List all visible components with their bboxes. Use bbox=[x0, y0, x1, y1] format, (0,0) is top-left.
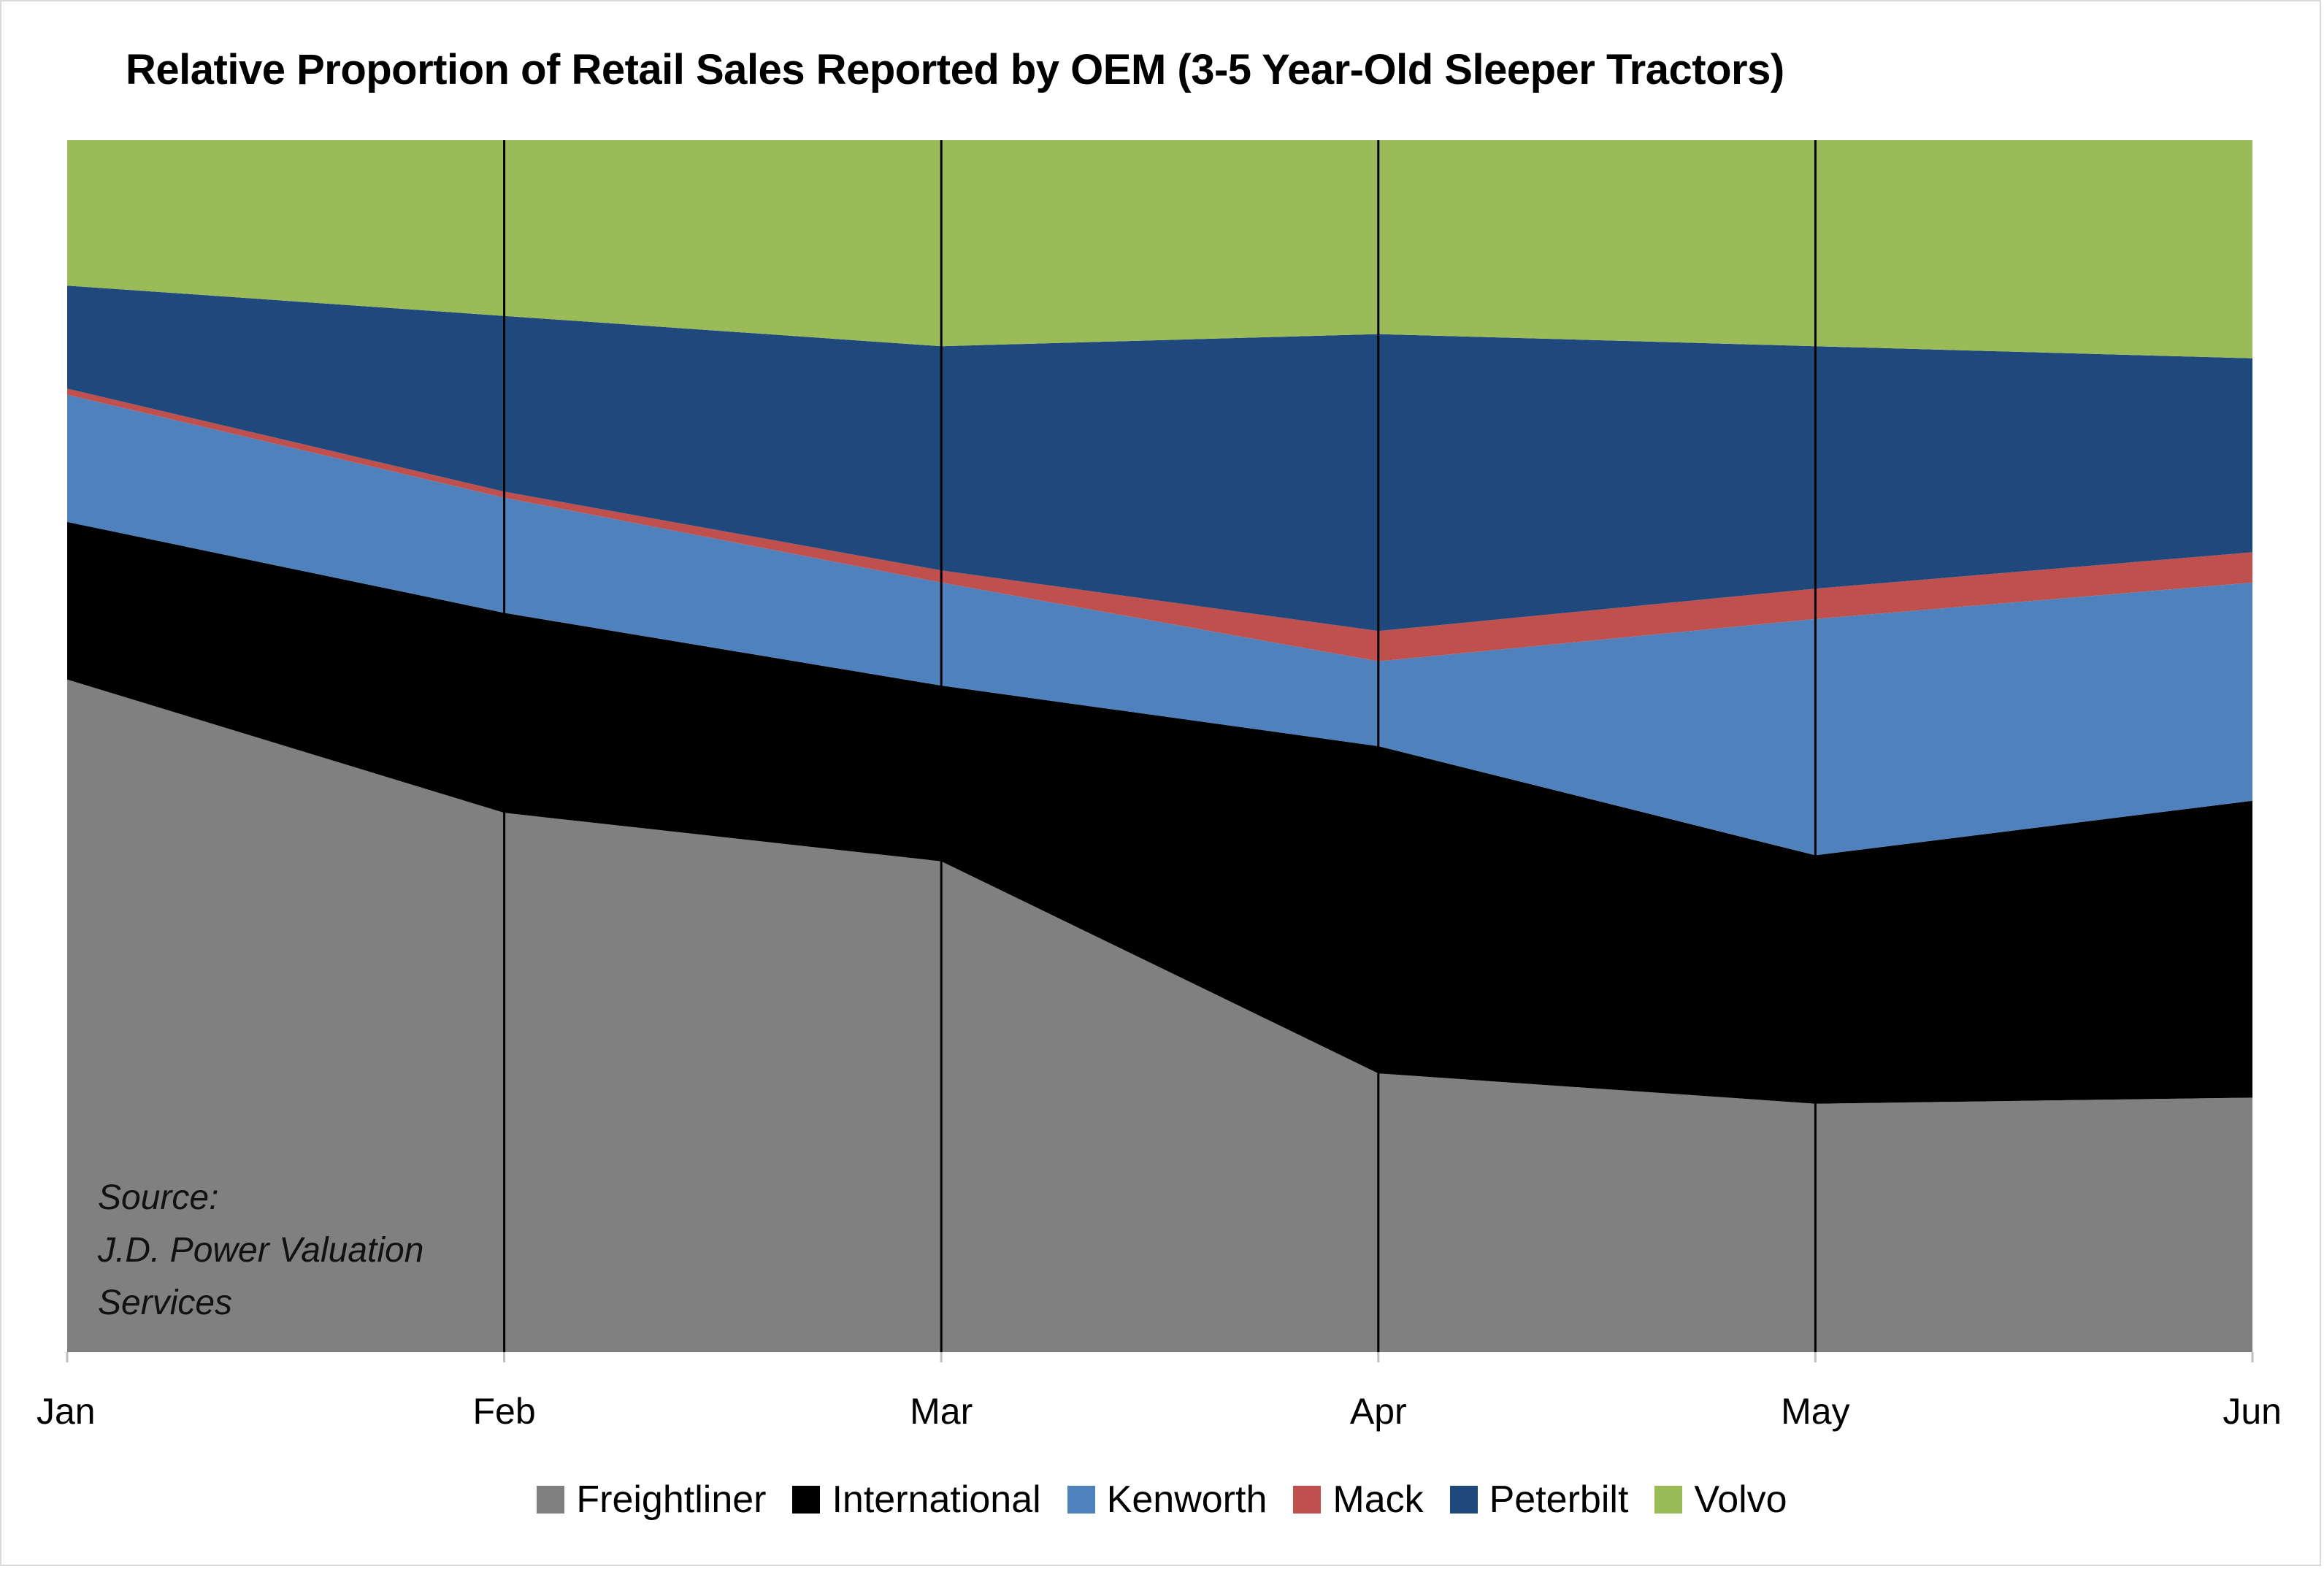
legend-label-freightliner: Freightliner bbox=[576, 1478, 767, 1521]
legend-item-peterbilt: Peterbilt bbox=[1449, 1478, 1629, 1522]
x-tick-label-jun: Jun bbox=[2223, 1391, 2282, 1432]
legend-swatch-peterbilt bbox=[1449, 1486, 1478, 1514]
area-chart: Jan Feb Mar Apr May Jun bbox=[37, 140, 2282, 1432]
legend-swatch-international bbox=[792, 1486, 821, 1514]
legend-label-international: International bbox=[832, 1478, 1041, 1521]
x-tick-label-may: May bbox=[1781, 1391, 1849, 1432]
x-tick-label-feb: Feb bbox=[473, 1391, 536, 1432]
legend-item-freightliner: Freightliner bbox=[537, 1478, 766, 1522]
legend-swatch-volvo bbox=[1654, 1486, 1683, 1514]
x-tick-label-mar: Mar bbox=[910, 1391, 973, 1432]
legend-swatch-kenworth bbox=[1067, 1486, 1095, 1514]
legend-label-mack: Mack bbox=[1332, 1478, 1424, 1521]
legend-item-international: International bbox=[792, 1478, 1041, 1522]
legend-item-mack: Mack bbox=[1293, 1478, 1424, 1522]
legend-swatch-freightliner bbox=[537, 1486, 565, 1514]
area-international bbox=[67, 521, 2252, 1104]
area-volvo bbox=[67, 140, 2252, 358]
source-note-line-1: Source: bbox=[98, 1178, 219, 1217]
source-note-line-2: J.D. Power Valuation bbox=[98, 1231, 424, 1270]
source-note: Source: J.D. Power Valuation Services bbox=[98, 1172, 423, 1330]
area-series-group bbox=[67, 140, 2252, 1352]
legend-label-kenworth: Kenworth bbox=[1106, 1478, 1268, 1521]
area-mack bbox=[67, 388, 2252, 661]
x-axis-tick-labels: Jan Feb Mar Apr May Jun bbox=[37, 1391, 2282, 1432]
source-note-line-3: Services bbox=[98, 1284, 233, 1322]
legend-label-peterbilt: Peterbilt bbox=[1489, 1478, 1629, 1521]
area-peterbilt bbox=[67, 285, 2252, 632]
area-kenworth bbox=[67, 394, 2252, 856]
x-tick-label-apr: Apr bbox=[1350, 1391, 1407, 1432]
chart-title: Relative Proportion of Retail Sales Repo… bbox=[126, 46, 1784, 93]
legend-label-volvo: Volvo bbox=[1694, 1478, 1787, 1521]
area-freightliner bbox=[67, 679, 2252, 1352]
x-tick-label-jan: Jan bbox=[37, 1391, 96, 1432]
x-axis-ticks bbox=[66, 1352, 2254, 1362]
legend-swatch-mack bbox=[1293, 1486, 1322, 1514]
legend-item-volvo: Volvo bbox=[1654, 1478, 1787, 1522]
legend-item-kenworth: Kenworth bbox=[1067, 1478, 1268, 1522]
vertical-gridlines bbox=[503, 140, 1817, 1352]
chart-legend: Freightliner International Kenworth Mack Pet… bbox=[0, 1478, 2324, 1522]
